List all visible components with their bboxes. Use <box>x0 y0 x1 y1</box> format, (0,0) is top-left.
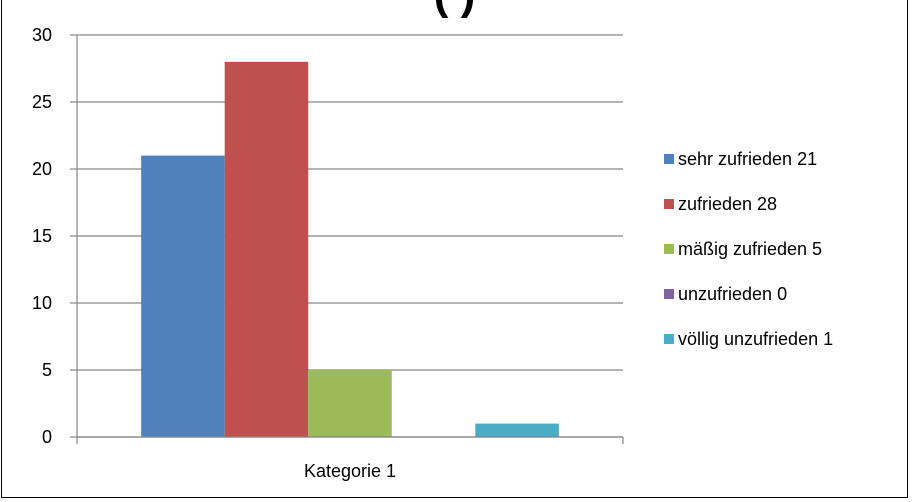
legend-label: mäßig zufrieden 5 <box>678 239 822 259</box>
axes: 0 5 10 15 20 25 30 Kategorie 1 <box>32 25 624 481</box>
x-tick-label: Kategorie 1 <box>304 461 396 481</box>
bars <box>141 61 559 438</box>
chart-title: ( ) <box>2 0 907 20</box>
bar <box>224 61 309 438</box>
y-tick-label: 15 <box>32 226 52 246</box>
y-tick-label: 30 <box>32 25 52 45</box>
legend-label: sehr zufrieden 21 <box>678 149 817 169</box>
legend-label: zufrieden 28 <box>678 194 777 214</box>
legend-label: unzufrieden 0 <box>678 284 787 304</box>
legend-swatch <box>664 244 674 254</box>
legend-swatch <box>664 289 674 299</box>
legend-label: völlig unzufrieden 1 <box>678 329 833 349</box>
legend-swatch <box>664 199 674 209</box>
bar <box>475 423 559 437</box>
bar <box>141 155 225 437</box>
bar <box>308 370 392 437</box>
legend: sehr zufrieden 21 zufrieden 28 mäßig zufri… <box>664 149 833 349</box>
legend-swatch <box>664 334 674 344</box>
y-tick-label: 20 <box>32 159 52 179</box>
y-tick-label: 10 <box>32 293 52 313</box>
legend-swatch <box>664 154 674 164</box>
y-tick-label: 0 <box>42 427 52 447</box>
y-tick-label: 25 <box>32 92 52 112</box>
y-tick-label: 5 <box>42 360 52 380</box>
